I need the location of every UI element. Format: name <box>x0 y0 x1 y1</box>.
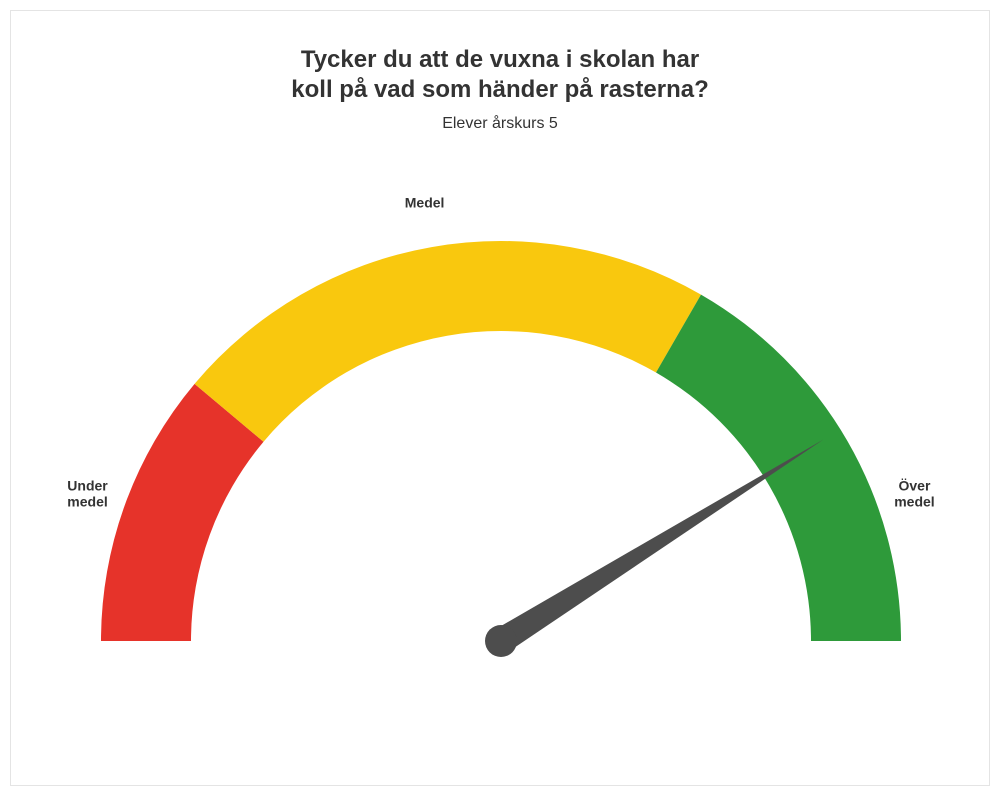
gauge-segment-label-2: Övermedel <box>894 478 934 510</box>
gauge-svg: Undermedel Medel Övermedel <box>11 11 991 787</box>
gauge-segment-1 <box>195 241 701 442</box>
gauge-segment-label-1: Medel <box>405 195 445 211</box>
gauge-segment-label-0: Undermedel <box>67 478 108 510</box>
chart-card: Tycker du att de vuxna i skolan har koll… <box>10 10 990 786</box>
gauge-chart: Undermedel Medel Övermedel <box>11 11 989 785</box>
gauge-needle <box>494 440 823 652</box>
gauge-segment-0 <box>101 384 264 641</box>
gauge-needle-hub <box>485 625 517 657</box>
